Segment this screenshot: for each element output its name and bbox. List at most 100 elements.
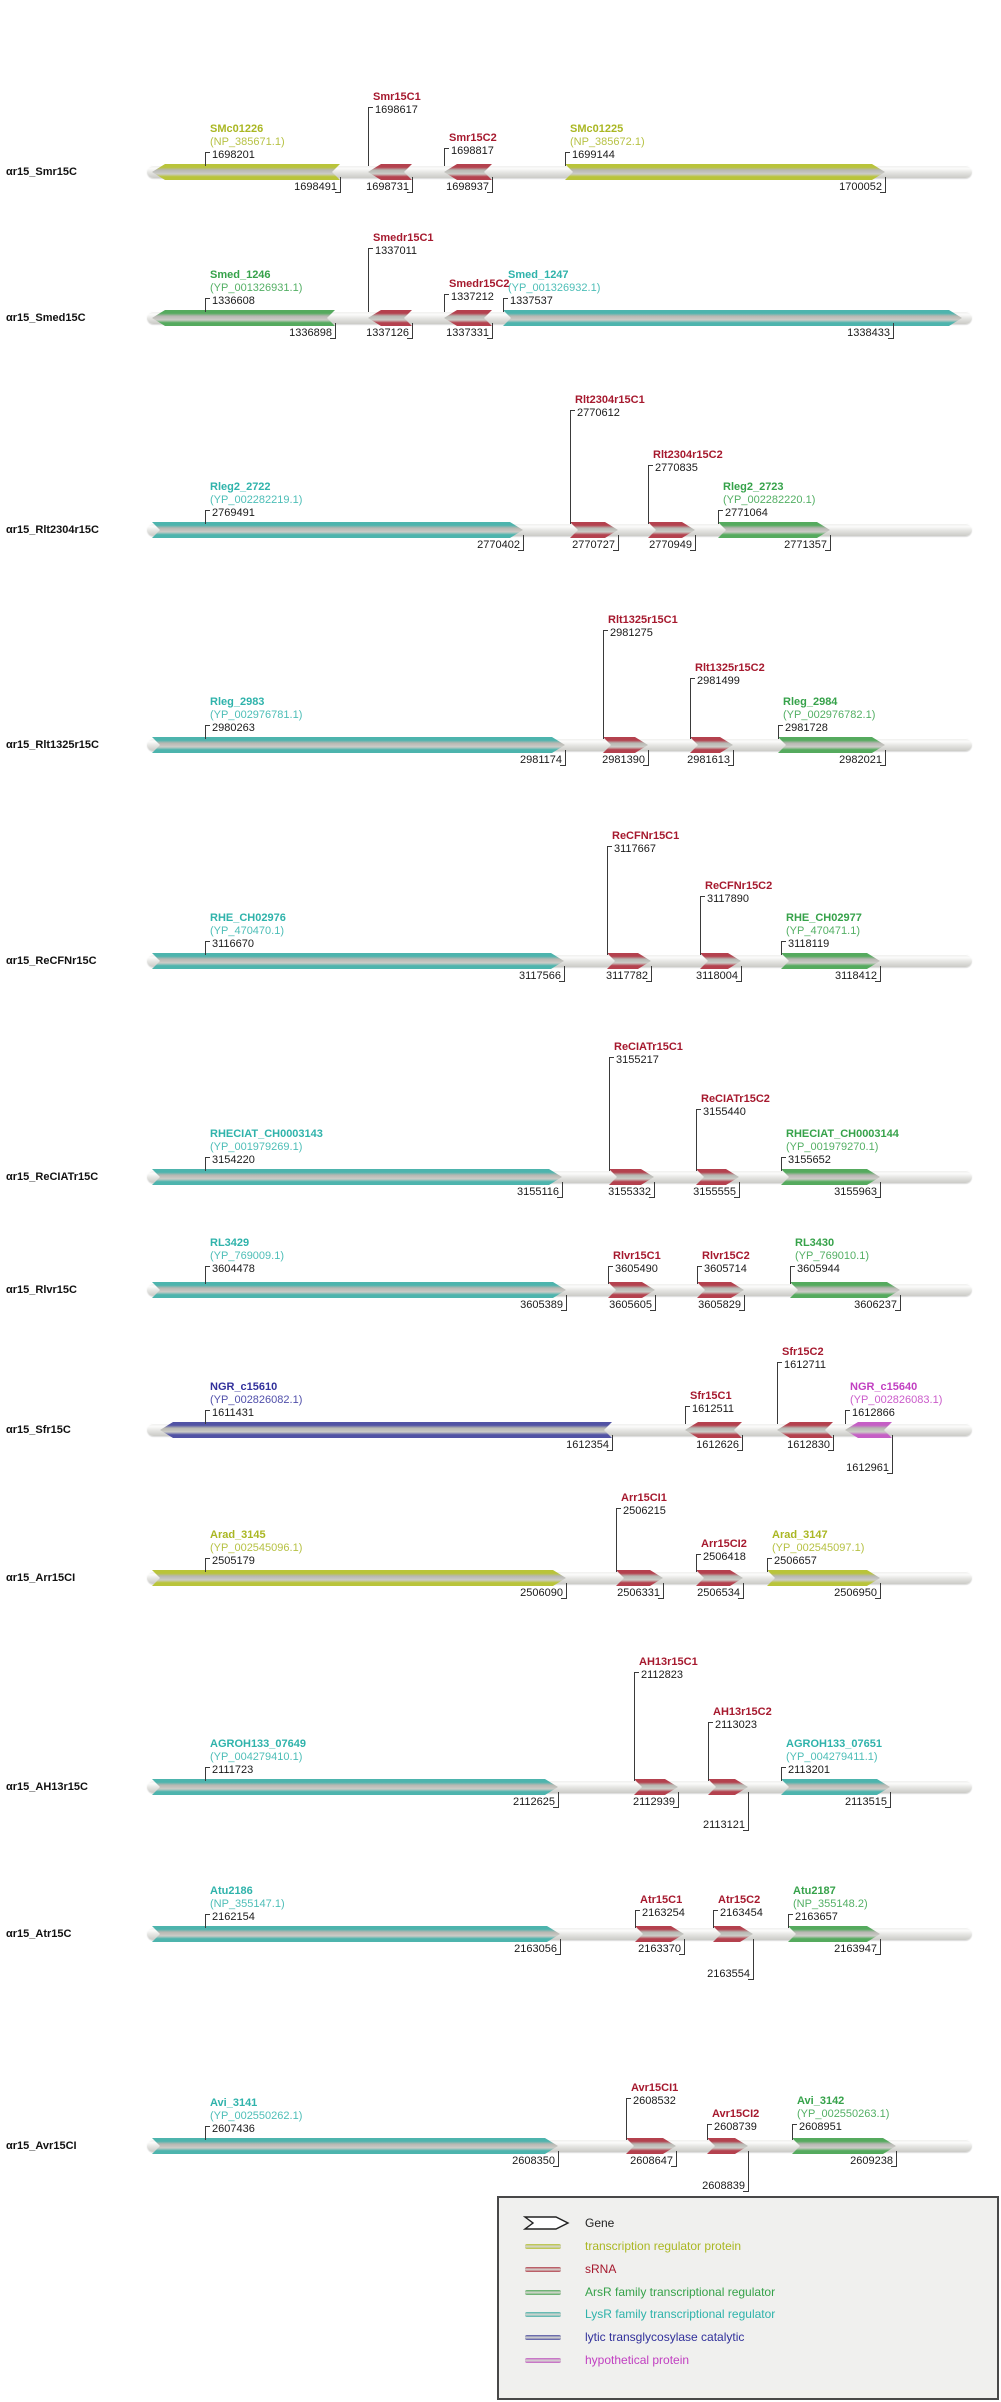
- start-coord-label: 2506418: [703, 1551, 746, 1563]
- row-label: αr15_Sfr15C: [6, 1424, 71, 1436]
- gene-arrow: [152, 953, 564, 969]
- end-coord-bracket: [737, 1450, 742, 1451]
- start-coord-bracket: [205, 1914, 210, 1915]
- row-label: αr15_ReCIATr15C: [6, 1171, 99, 1183]
- start-coord-leader: [708, 1722, 709, 1781]
- start-coord-label: 3154220: [212, 1154, 255, 1166]
- start-coord-label: 2608532: [633, 2095, 676, 2107]
- start-coord-label: 3605944: [797, 1263, 840, 1275]
- start-coord-leader: [718, 510, 719, 524]
- legend-label-gene: Gene: [585, 2216, 615, 2230]
- gene-arrow: [152, 1282, 566, 1298]
- gene-name-label: Arad_3147: [772, 1529, 828, 1541]
- start-coord-leader: [778, 725, 779, 739]
- start-coord-bracket: [700, 896, 705, 897]
- end-coord-leader: [558, 1792, 559, 1808]
- legend-swatch-trp: [525, 2243, 561, 2249]
- start-coord-label: 2111723: [212, 1764, 254, 1776]
- gene-arrow: [152, 522, 523, 538]
- gene-arrow: [152, 1926, 560, 1942]
- gene-name-label: Rleg_2984: [783, 696, 838, 708]
- end-coord-leader: [733, 750, 734, 766]
- legend-box: [497, 2196, 999, 2400]
- start-coord-bracket: [788, 1914, 793, 1915]
- end-coord-leader: [893, 323, 894, 339]
- start-coord-bracket: [635, 1910, 640, 1911]
- start-coord-leader: [635, 1910, 636, 1928]
- start-coord-label: 2608951: [799, 2121, 842, 2133]
- start-coord-leader: [634, 1672, 635, 1781]
- srna-name-label: Rlt2304r15C1: [575, 394, 645, 406]
- srna-arrow: [690, 737, 733, 753]
- start-coord-bracket: [718, 510, 723, 511]
- accession-label: (YP_769010.1): [795, 1250, 869, 1262]
- start-coord-label: 1698817: [451, 145, 494, 157]
- end-coord-leader: [885, 750, 886, 766]
- accession-label: (YP_001979270.1): [786, 1141, 879, 1153]
- end-coord-bracket: [673, 1807, 678, 1808]
- end-coord-leader: [655, 1295, 656, 1311]
- end-coord-label: 2608350: [512, 2155, 555, 2167]
- end-coord-label: 3155332: [608, 1186, 651, 1198]
- end-coord-bracket: [736, 981, 741, 982]
- start-coord-leader: [205, 510, 206, 524]
- start-coord-label: 2980263: [212, 722, 255, 734]
- end-coord-label: 1698731: [366, 181, 409, 193]
- srna-name-label: AH13r15C2: [713, 1706, 772, 1718]
- start-coord-bracket: [767, 1558, 772, 1559]
- srna-name-label: Arr15CI1: [621, 1492, 667, 1504]
- start-coord-bracket: [205, 725, 210, 726]
- end-coord-leader: [523, 535, 524, 551]
- start-coord-leader: [609, 1057, 610, 1171]
- gene-arrow: [781, 1169, 880, 1185]
- end-coord-leader: [880, 1182, 881, 1198]
- start-coord-label: 3117667: [614, 843, 657, 855]
- end-coord-bracket: [553, 1807, 558, 1808]
- end-coord-bracket: [875, 981, 880, 982]
- end-coord-leader: [830, 535, 831, 551]
- start-coord-bracket: [685, 1406, 690, 1407]
- start-coord-bracket: [696, 1109, 701, 1110]
- srna-name-label: Sfr15C1: [690, 1390, 732, 1402]
- end-coord-leader: [890, 1792, 891, 1808]
- start-coord-leader: [781, 941, 782, 955]
- gene-arrow: [718, 522, 830, 538]
- srna-name-label: Smedr15C2: [449, 278, 510, 290]
- gene-name-label: RL3429: [210, 1237, 250, 1249]
- srna-arrow: [616, 1570, 663, 1586]
- srna-arrow: [685, 1422, 742, 1438]
- end-coord-label: 2981174: [519, 754, 562, 766]
- start-coord-leader: [845, 1410, 846, 1424]
- accession-label: (YP_004279411.1): [786, 1751, 878, 1763]
- end-coord-leader: [648, 750, 649, 766]
- start-coord-label: 2163454: [720, 1907, 763, 1919]
- gene-name-label: Atu2186: [210, 1885, 253, 1897]
- start-coord-label: 3155217: [616, 1054, 659, 1066]
- start-coord-bracket: [607, 846, 612, 847]
- accession-label: (YP_001326931.1): [210, 282, 303, 294]
- start-coord-bracket: [792, 2124, 797, 2125]
- end-coord-leader: [880, 1939, 881, 1955]
- srna-arrow: [444, 310, 492, 326]
- srna-name-label: Arr15CI2: [701, 1538, 747, 1550]
- srna-name-label: Smedr15C1: [373, 232, 434, 244]
- end-coord-bracket: [671, 2166, 676, 2167]
- start-coord-leader: [696, 1554, 697, 1572]
- end-coord-label: 1337126: [366, 327, 409, 339]
- start-coord-leader: [777, 1362, 778, 1424]
- accession-label: (YP_470470.1): [210, 925, 284, 937]
- start-coord-leader: [607, 846, 608, 955]
- start-coord-leader: [570, 410, 571, 524]
- start-coord-bracket: [781, 1157, 786, 1158]
- end-coord-bracket: [557, 1197, 562, 1198]
- start-coord-leader: [368, 107, 369, 166]
- gene-arrow: [152, 310, 335, 326]
- start-coord-bracket: [368, 107, 373, 108]
- end-coord-bracket: [885, 1807, 890, 1808]
- accession-label: (YP_001979269.1): [210, 1141, 303, 1153]
- accession-label: (YP_769009.1): [210, 1250, 284, 1262]
- gene-arrow: [152, 2138, 558, 2154]
- srna-arrow: [603, 737, 648, 753]
- end-coord-bracket: [825, 550, 830, 551]
- start-coord-label: 3155652: [788, 1154, 831, 1166]
